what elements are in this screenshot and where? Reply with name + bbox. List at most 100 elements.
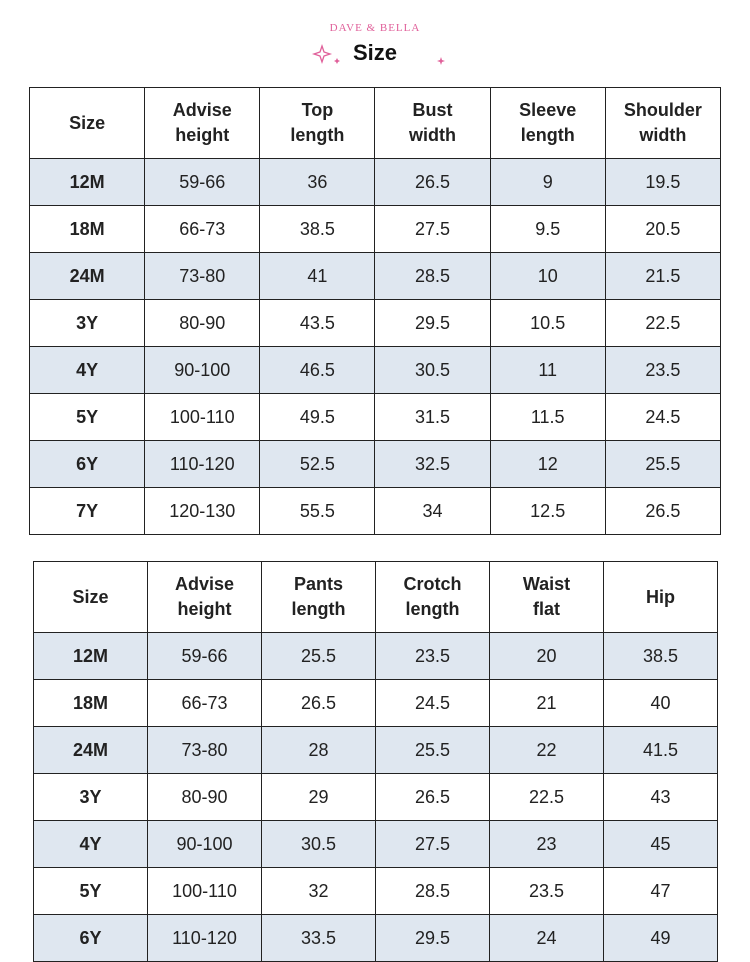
table-cell: 26.5 (375, 773, 490, 821)
table-row: 18M 66-73 38.5 27.5 9.5 20.5 (28, 205, 722, 253)
table-cell: 23.5 (604, 346, 722, 394)
table-cell: 26.5 (604, 487, 722, 535)
header-line: Crotch (403, 574, 462, 594)
size-cell: 3Y (28, 299, 146, 347)
size-cell: 4Y (28, 346, 146, 394)
table-cell: 80-90 (147, 773, 262, 821)
table-cell: 73-80 (147, 726, 262, 774)
table-cell: 33.5 (261, 914, 376, 962)
column-header: Size (28, 87, 146, 159)
header-line: Pants (293, 574, 344, 594)
table-cell: 10.5 (489, 299, 606, 347)
table-cell: 25.5 (375, 726, 490, 774)
table-cell: 24.5 (604, 393, 722, 441)
table-cell: 32.5 (374, 440, 491, 488)
size-cell: 5Y (28, 393, 146, 441)
table-cell: 36 (259, 158, 376, 206)
table-row: 24M 73-80 41 28.5 10 21.5 (28, 252, 722, 300)
table-cell: 10 (489, 252, 606, 300)
table-row: 18M 66-73 26.5 24.5 21 40 (33, 679, 718, 727)
column-header: Advise height (147, 561, 262, 633)
table-cell: 73-80 (144, 252, 261, 300)
table-cell: 43 (603, 773, 718, 821)
table-cell: 29.5 (375, 914, 490, 962)
title: Size (352, 40, 398, 65)
table-cell: 45 (603, 820, 718, 868)
header-line: length (291, 599, 346, 619)
size-cell: 3Y (33, 773, 148, 821)
table-cell: 49.5 (259, 393, 376, 441)
table-cell: 59-66 (147, 632, 262, 680)
table-cell: 12 (489, 440, 606, 488)
table-cell: 34 (374, 487, 491, 535)
header-line: length (290, 125, 345, 145)
header-row: Size Advise height Pants length Crotch length W… (33, 561, 718, 633)
header-line: width (409, 125, 457, 145)
table-cell: 46.5 (259, 346, 376, 394)
table-cell: 29 (261, 773, 376, 821)
table-cell: 11.5 (489, 393, 606, 441)
table-cell: 120-130 (144, 487, 261, 535)
column-header: Shoulder width (604, 87, 722, 159)
size-cell: 4Y (33, 820, 148, 868)
column-header: Waist flat (489, 561, 604, 633)
table-row: 3Y 80-90 29 26.5 22.5 43 (33, 773, 718, 821)
table-cell: 41.5 (603, 726, 718, 774)
table-cell: 26.5 (374, 158, 491, 206)
table-cell: 27.5 (375, 820, 490, 868)
table-cell: 66-73 (147, 679, 262, 727)
table-cell: 110-120 (144, 440, 261, 488)
header-line: width (639, 125, 687, 145)
size-table: Size Advise height Pants length Crotch length W… (33, 561, 718, 962)
table-row: 24M 73-80 28 25.5 22 41.5 (33, 726, 718, 774)
table-cell: 25.5 (261, 632, 376, 680)
table-cell: 12.5 (489, 487, 606, 535)
header-line: Size (72, 586, 109, 607)
sparkle (311, 43, 333, 65)
table-cell: 28 (261, 726, 376, 774)
table-row: 5Y 100-110 32 28.5 23.5 47 (33, 867, 718, 915)
table-cell: 31.5 (374, 393, 491, 441)
table-cell: 27.5 (374, 205, 491, 253)
column-header: Bust width (374, 87, 491, 159)
size-cell: 24M (33, 726, 148, 774)
table-cell: 24 (489, 914, 604, 962)
header-line: Sleeve (519, 100, 577, 120)
table-cell: 26.5 (261, 679, 376, 727)
sparkles (311, 43, 445, 65)
table-cell: 24.5 (375, 679, 490, 727)
table-row: 4Y 90-100 46.5 30.5 11 23.5 (28, 346, 722, 394)
table-row: 6Y 110-120 52.5 32.5 12 25.5 (28, 440, 722, 488)
table-cell: 25.5 (604, 440, 722, 488)
table-row: 7Y 120-130 55.5 34 12.5 26.5 (28, 487, 722, 535)
size-cell: 18M (33, 679, 148, 727)
header-line: Waist (522, 574, 571, 594)
header-line: length (405, 599, 460, 619)
column-header: Sleeve length (489, 87, 606, 159)
size-cell: 6Y (33, 914, 148, 962)
table-cell: 32 (261, 867, 376, 915)
table-cell: 100-110 (144, 393, 261, 441)
table-cell: 80-90 (144, 299, 261, 347)
table-cell: 23 (489, 820, 604, 868)
table-cell: 38.5 (259, 205, 376, 253)
table-cell: 21 (489, 679, 604, 727)
column-header: Pants length (261, 561, 376, 633)
size-cell: 7Y (28, 487, 146, 535)
table-cell: 110-120 (147, 914, 262, 962)
column-header: Advise height (144, 87, 261, 159)
size-cell: 24M (28, 252, 146, 300)
header-line: Advise (174, 574, 235, 594)
header-line: height (175, 125, 230, 145)
table-row: 12M 59-66 25.5 23.5 20 38.5 (33, 632, 718, 680)
table-cell: 52.5 (259, 440, 376, 488)
header-line: Size (69, 112, 106, 133)
table-cell: 47 (603, 867, 718, 915)
table-cell: 30.5 (261, 820, 376, 868)
header-line: height (177, 599, 232, 619)
table-cell: 43.5 (259, 299, 376, 347)
header-row: Size Advise height Top length Bust width Sleeve… (28, 87, 722, 159)
table-row: 3Y 80-90 43.5 29.5 10.5 22.5 (28, 299, 722, 347)
table-cell: 11 (489, 346, 606, 394)
